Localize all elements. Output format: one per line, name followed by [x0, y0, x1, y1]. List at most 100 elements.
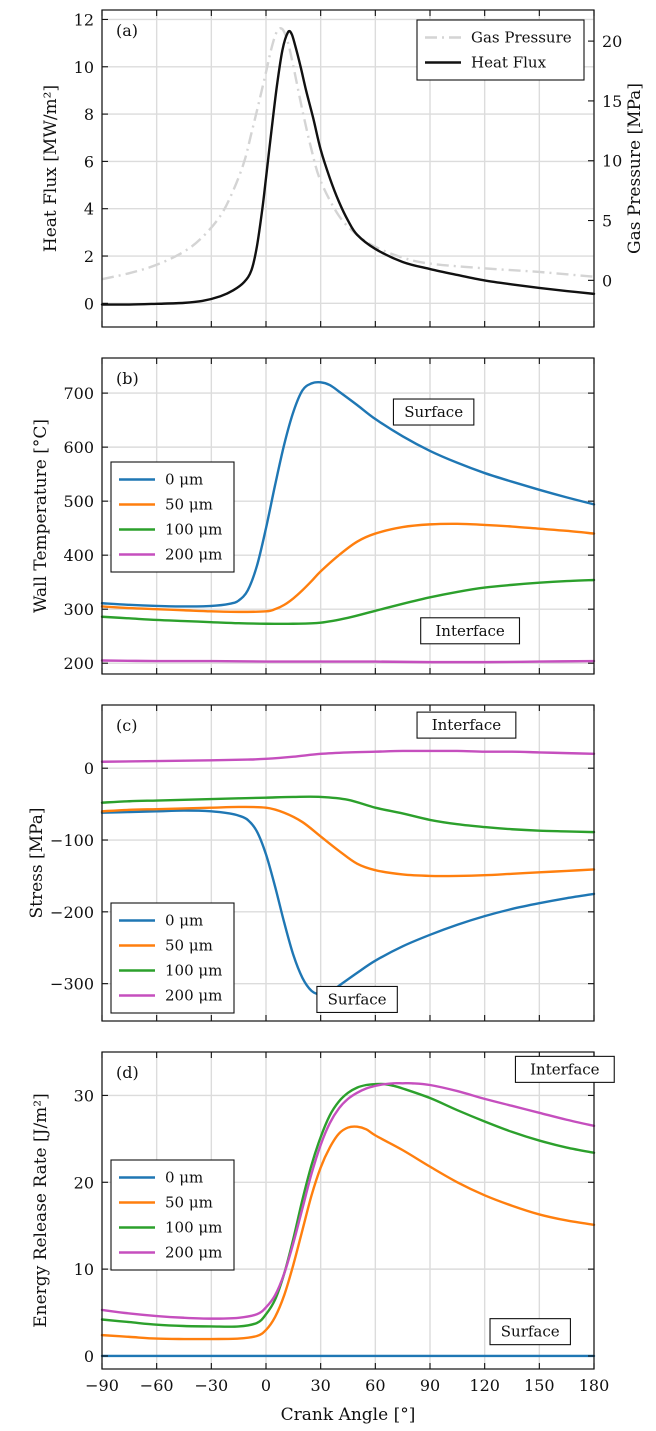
panel-label-d: (d) [116, 1063, 139, 1082]
panel-label-a: (a) [116, 21, 138, 40]
y-tick-label: 0 [84, 294, 94, 313]
annotation-label: Interface [530, 1060, 600, 1078]
annotation-label: Interface [435, 622, 505, 640]
legend-label: Gas Pressure [471, 29, 572, 47]
y2-tick-label: 5 [602, 212, 612, 231]
y-tick-label: 600 [63, 438, 94, 457]
legend-label: 100 μm [165, 521, 222, 539]
x-tick-label: −60 [140, 1376, 174, 1395]
series-line-c-1 [100, 805, 596, 878]
legend-frame [416, 19, 585, 81]
series-group-b [100, 380, 596, 664]
series-line-b-2 [100, 578, 596, 626]
annotation-box [416, 711, 517, 739]
y-tick-label: 200 [63, 654, 94, 673]
y-tick-label: 0 [84, 759, 94, 778]
legend-label: 50 μm [165, 937, 213, 955]
annotation-box [316, 985, 398, 1014]
tick-group-d: −90 −60 −30 0 30 60 90 120 150 180 0 10 20 30 [74, 1052, 610, 1395]
legend-label: 100 μm [165, 1219, 222, 1237]
y-tick-label: −100 [50, 831, 94, 850]
panel-label-c: (c) [116, 716, 137, 735]
annotation-box [392, 398, 475, 426]
series-line-c-3 [100, 749, 596, 763]
x-tick-label: 120 [469, 1376, 500, 1395]
y-axis-label-a: Heat Flux [MW/m²] [41, 85, 61, 252]
x-tick-label: 90 [420, 1376, 440, 1395]
y-tick-label: 500 [63, 492, 94, 511]
y-tick-label: 10 [74, 58, 94, 77]
x-tick-label: 60 [365, 1376, 385, 1395]
axes-frame-c [101, 704, 595, 1022]
legend-c: 0 μm 50 μm 100 μm 200 μm [110, 902, 235, 1014]
y-tick-label: 0 [84, 1347, 94, 1366]
series-line-d-3 [100, 1081, 596, 1320]
legend-label: 0 μm [165, 471, 203, 489]
y-tick-label: −200 [50, 903, 94, 922]
legend-label: 100 μm [165, 962, 222, 980]
series-line-c-2 [100, 795, 596, 834]
annotation-box [514, 1055, 615, 1083]
annotation-label: Surface [404, 403, 463, 421]
panel-c: 0 −100 −200 −300 (c) Stress [MPa] 0 μm 50 μm… [27, 704, 596, 1022]
y-tick-label: 6 [84, 152, 94, 171]
x-tick-label: 180 [579, 1376, 610, 1395]
legend-label: Heat Flux [471, 54, 547, 72]
series-line-b-3 [100, 659, 596, 664]
y-tick-label: 30 [74, 1086, 94, 1105]
panel-label-b: (b) [116, 369, 139, 388]
legend-label: 50 μm [165, 496, 213, 514]
x-tick-label: 0 [261, 1376, 271, 1395]
y-tick-label: 2 [84, 247, 94, 266]
series-group-c [100, 749, 596, 996]
x-tick-label: −90 [85, 1376, 119, 1395]
y2-tick-label: 20 [602, 32, 622, 51]
axes-frame-d [101, 1051, 595, 1370]
x-tick-label: 150 [524, 1376, 555, 1395]
x-tick-label: −30 [194, 1376, 228, 1395]
series-line-a-1 [100, 29, 596, 306]
axes-frame-a [101, 9, 595, 328]
y-tick-label: 400 [63, 546, 94, 565]
y-tick-label: 8 [84, 105, 94, 124]
annotation-label: Interface [432, 716, 502, 734]
y2-tick-label: 10 [602, 152, 622, 171]
series-line-a-0 [101, 27, 595, 281]
series-line-b-0 [100, 380, 596, 608]
legend-b: 0 μm 50 μm 100 μm 200 μm [110, 461, 235, 573]
annotations-c: Interface Surface [316, 711, 517, 1014]
x-tick-label: 30 [310, 1376, 330, 1395]
axes-frame-b [101, 357, 595, 675]
annotations-d: Interface Surface [489, 1055, 615, 1346]
y-tick-label: 300 [63, 600, 94, 619]
legend-a: Gas Pressure Heat Flux [416, 19, 585, 81]
y2-tick-label: 15 [602, 92, 622, 111]
y2-tick-label: 0 [602, 271, 612, 290]
series-line-d-1 [100, 1125, 596, 1341]
annotations-b: Surface Interface [392, 398, 521, 645]
legend-label: 0 μm [165, 912, 203, 930]
legend-label: 0 μm [165, 1169, 203, 1187]
y-tick-label: 12 [74, 10, 94, 29]
annotation-box [489, 1318, 571, 1346]
tick-group-b: 200 300 400 500 600 700 [63, 358, 595, 674]
series-line-c-0 [100, 809, 596, 996]
legend-label: 200 μm [165, 987, 222, 1005]
y2-axis-label-a: Gas Pressure [MPa] [625, 83, 645, 254]
y-tick-label: 700 [63, 384, 94, 403]
y-tick-label: 4 [84, 200, 94, 219]
series-line-d-2 [100, 1082, 596, 1328]
annotation-label: Surface [501, 1323, 560, 1341]
series-group-d [100, 1081, 596, 1358]
series-group-a [100, 27, 596, 306]
y-tick-label: 10 [74, 1260, 94, 1279]
legend-label: 200 μm [165, 1244, 222, 1262]
tick-group-a: 0 2 4 6 8 10 12 0 5 10 15 20 [74, 10, 622, 327]
legend-label: 200 μm [165, 546, 222, 564]
y-axis-label-d: Energy Release Rate [J/m²] [31, 1093, 51, 1327]
series-line-b-1 [100, 522, 596, 614]
y-axis-label-c: Stress [MPa] [27, 808, 47, 919]
panel-b: 200 300 400 500 600 700 (b) Wall Temperature … [31, 357, 596, 675]
